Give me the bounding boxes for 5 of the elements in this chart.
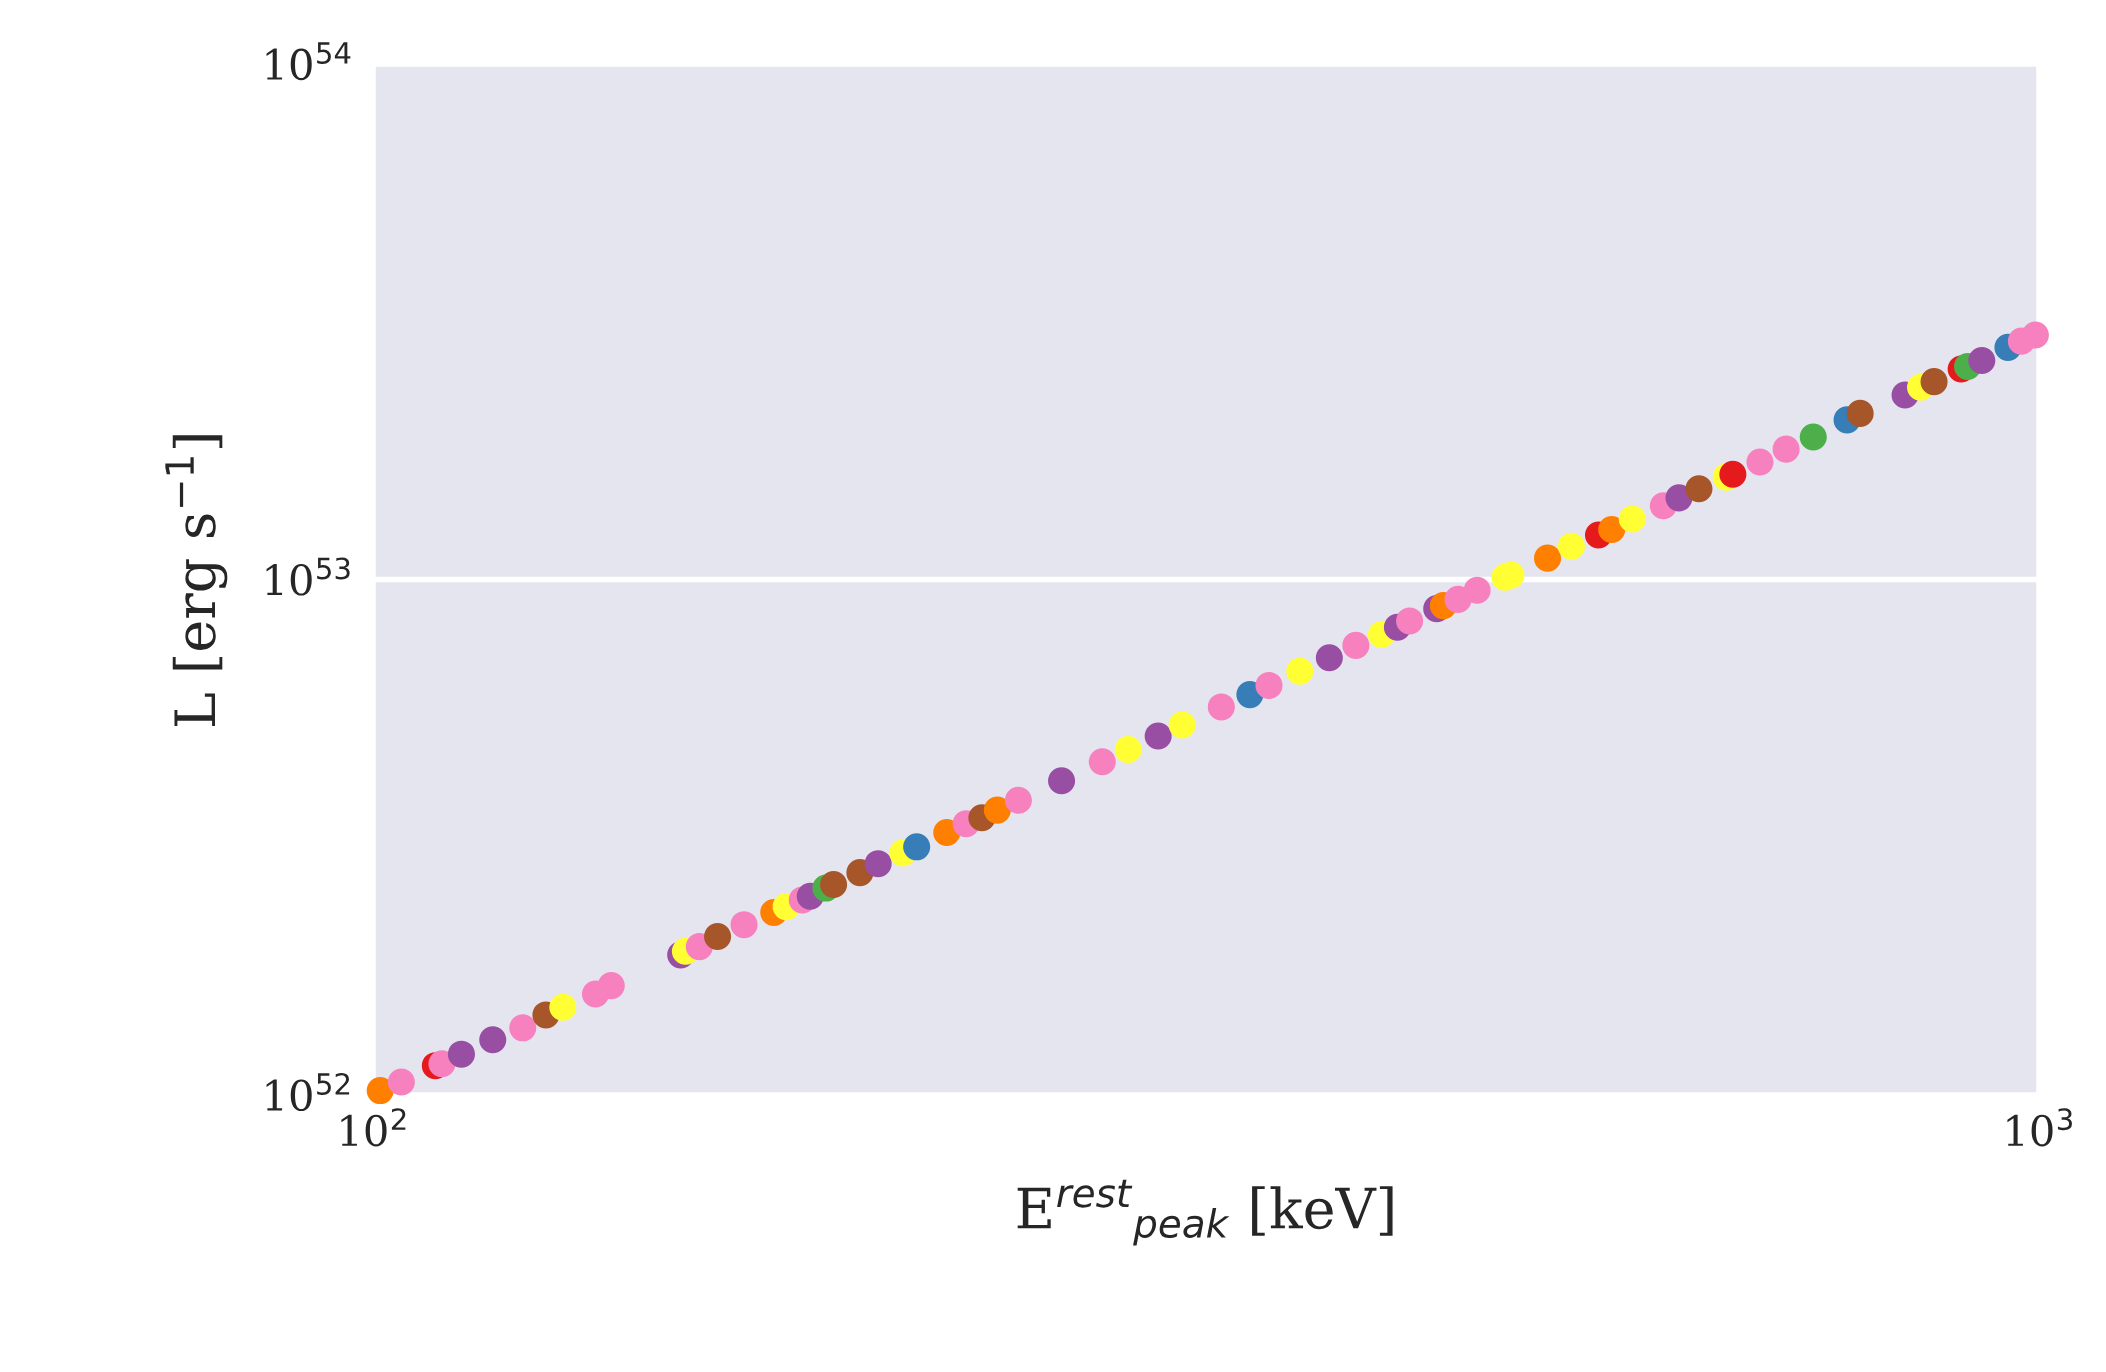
x-tick-label: 10$^{3}$ [2007, 1108, 2072, 1147]
y-axis-title: L [erg s$^{−1}$] [165, 435, 228, 726]
y-tick-label: 10$^{54}$ [266, 42, 351, 81]
x-axis-title: E$^{rest}$$_{peak}$ [keV] [1017, 1179, 1393, 1246]
y-tick-label: 10$^{53}$ [266, 557, 350, 596]
